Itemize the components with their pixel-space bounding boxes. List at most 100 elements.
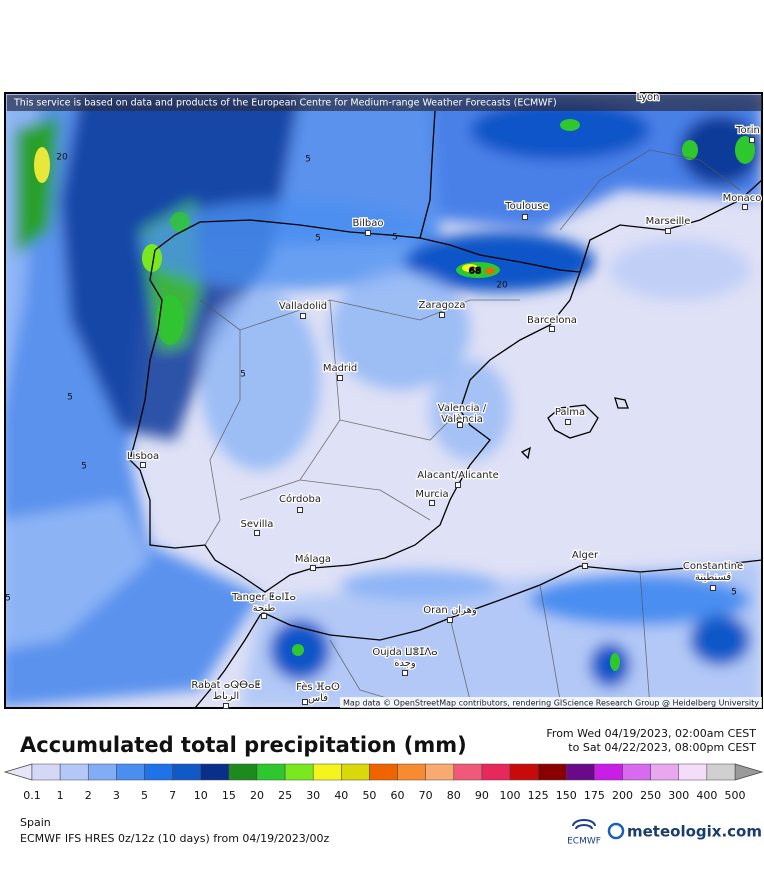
- city-label: Murcia: [415, 489, 448, 500]
- city-marker: [223, 703, 229, 709]
- city-label: Sevilla: [241, 519, 274, 530]
- legend-label: 7: [169, 789, 176, 802]
- city-marker: [742, 204, 748, 210]
- legend-arrow-right: [734, 763, 764, 781]
- city-marker: [310, 565, 316, 571]
- legend-label: 500: [725, 789, 746, 802]
- legend-label: 70: [419, 789, 433, 802]
- city-label: Madrid: [323, 363, 357, 374]
- legend-label: 1: [57, 789, 64, 802]
- legend-label: 175: [584, 789, 605, 802]
- legend-swatch: [453, 763, 483, 781]
- city-label: Bilbao: [352, 218, 383, 229]
- legend-swatch: [650, 763, 680, 781]
- city-marker: [710, 585, 716, 591]
- city-label: Marseille: [646, 216, 691, 227]
- city-label: Málaga: [295, 553, 331, 565]
- contour-label: 20: [56, 153, 68, 163]
- region: Spain: [20, 816, 51, 829]
- legend-label: 400: [696, 789, 717, 802]
- legend-label: 60: [391, 789, 405, 802]
- contour-label: 5: [731, 588, 737, 598]
- city-label: Alacant/Alicante: [417, 470, 498, 481]
- legend-label: 2: [85, 789, 92, 802]
- legend-swatch: [200, 763, 230, 781]
- city-label: Monaco: [723, 193, 762, 204]
- city-marker: [402, 670, 408, 676]
- city-marker: [749, 137, 755, 143]
- brand-icon: [607, 822, 625, 840]
- legend-label: 50: [362, 789, 376, 802]
- legend-swatch: [116, 763, 145, 781]
- legend-swatch: [369, 763, 398, 781]
- period-from: From Wed 04/19/2023, 02:00am CEST: [546, 727, 756, 740]
- city-sublabel: الرباط: [213, 691, 239, 702]
- contour-label: 5: [305, 155, 311, 165]
- city-label: Córdoba: [279, 493, 321, 505]
- city-marker: [565, 419, 571, 425]
- legend-label: 15: [222, 789, 236, 802]
- city-marker: [447, 617, 453, 623]
- legend-swatch: [172, 763, 201, 781]
- legend-label: 80: [447, 789, 461, 802]
- legend-label: 0.1: [23, 789, 41, 802]
- legend-swatch: [706, 763, 736, 781]
- city-label: Constantine: [683, 561, 743, 572]
- city-label: Valencia /: [438, 403, 487, 414]
- legend-label: 30: [306, 789, 320, 802]
- legend-swatch: [59, 763, 89, 781]
- legend-swatch: [87, 763, 117, 781]
- contour-label: 5: [81, 462, 87, 472]
- legend-arrow-left: [3, 763, 33, 781]
- ecmwf-logo: ECMWF: [567, 819, 601, 847]
- legend-label: 100: [500, 789, 521, 802]
- city-marker: [457, 422, 463, 428]
- city-label: Fès ⴼⴰⵙ: [296, 681, 340, 693]
- brand[interactable]: meteologix.com: [627, 823, 762, 841]
- city-marker: [429, 500, 435, 506]
- legend-swatch: [537, 763, 567, 781]
- city-sublabel: وجدة: [394, 658, 416, 669]
- legend-label: 20: [250, 789, 264, 802]
- legend-label: 10: [194, 789, 208, 802]
- city-sublabel: قسنطينة: [695, 572, 732, 583]
- city-label: Tanger ⵟⴰⵏⵊⴰ: [231, 592, 296, 603]
- contour-label: 5: [315, 234, 321, 244]
- notice: This service is based on data and produc…: [13, 98, 557, 109]
- city-marker: [337, 375, 343, 381]
- city-marker: [140, 462, 146, 468]
- attribution: Map data © OpenStreetMap contributors, r…: [343, 699, 759, 708]
- legend-label: 250: [640, 789, 661, 802]
- legend-swatch: [566, 763, 595, 781]
- city-label: Lisboa: [127, 451, 159, 462]
- legend-swatch: [228, 763, 258, 781]
- city-label: Toulouse: [504, 201, 548, 212]
- notice-bar: [7, 95, 762, 111]
- city-marker: [455, 482, 461, 488]
- legend-swatch: [341, 763, 370, 781]
- contour-label: 20: [496, 281, 508, 291]
- legend-swatch: [31, 763, 61, 781]
- contour-label: 5: [240, 370, 246, 380]
- legend-label: 40: [334, 789, 348, 802]
- contour-label: 68: [469, 267, 482, 277]
- city-label: Valladolid: [279, 301, 327, 312]
- city-marker: [582, 563, 588, 569]
- legend-swatch: [144, 763, 173, 781]
- legend-label: 125: [528, 789, 549, 802]
- ecmwf-text: ECMWF: [567, 837, 601, 847]
- legend-swatch: [284, 763, 314, 781]
- city-marker: [665, 228, 671, 234]
- attribution-bar: [340, 697, 762, 708]
- legend-swatch: [509, 763, 539, 781]
- legend-swatch: [397, 763, 426, 781]
- legend-swatch: [622, 763, 651, 781]
- title: Accumulated total precipitation (mm): [20, 733, 467, 757]
- model-run: ECMWF IFS HRES 0z/12z (10 days) from 04/…: [20, 832, 330, 845]
- city-label: Torin: [735, 125, 760, 136]
- city-marker: [549, 326, 555, 332]
- city-label: Lyon: [636, 92, 659, 103]
- legend-label: 25: [278, 789, 292, 802]
- legend-label: 150: [556, 789, 577, 802]
